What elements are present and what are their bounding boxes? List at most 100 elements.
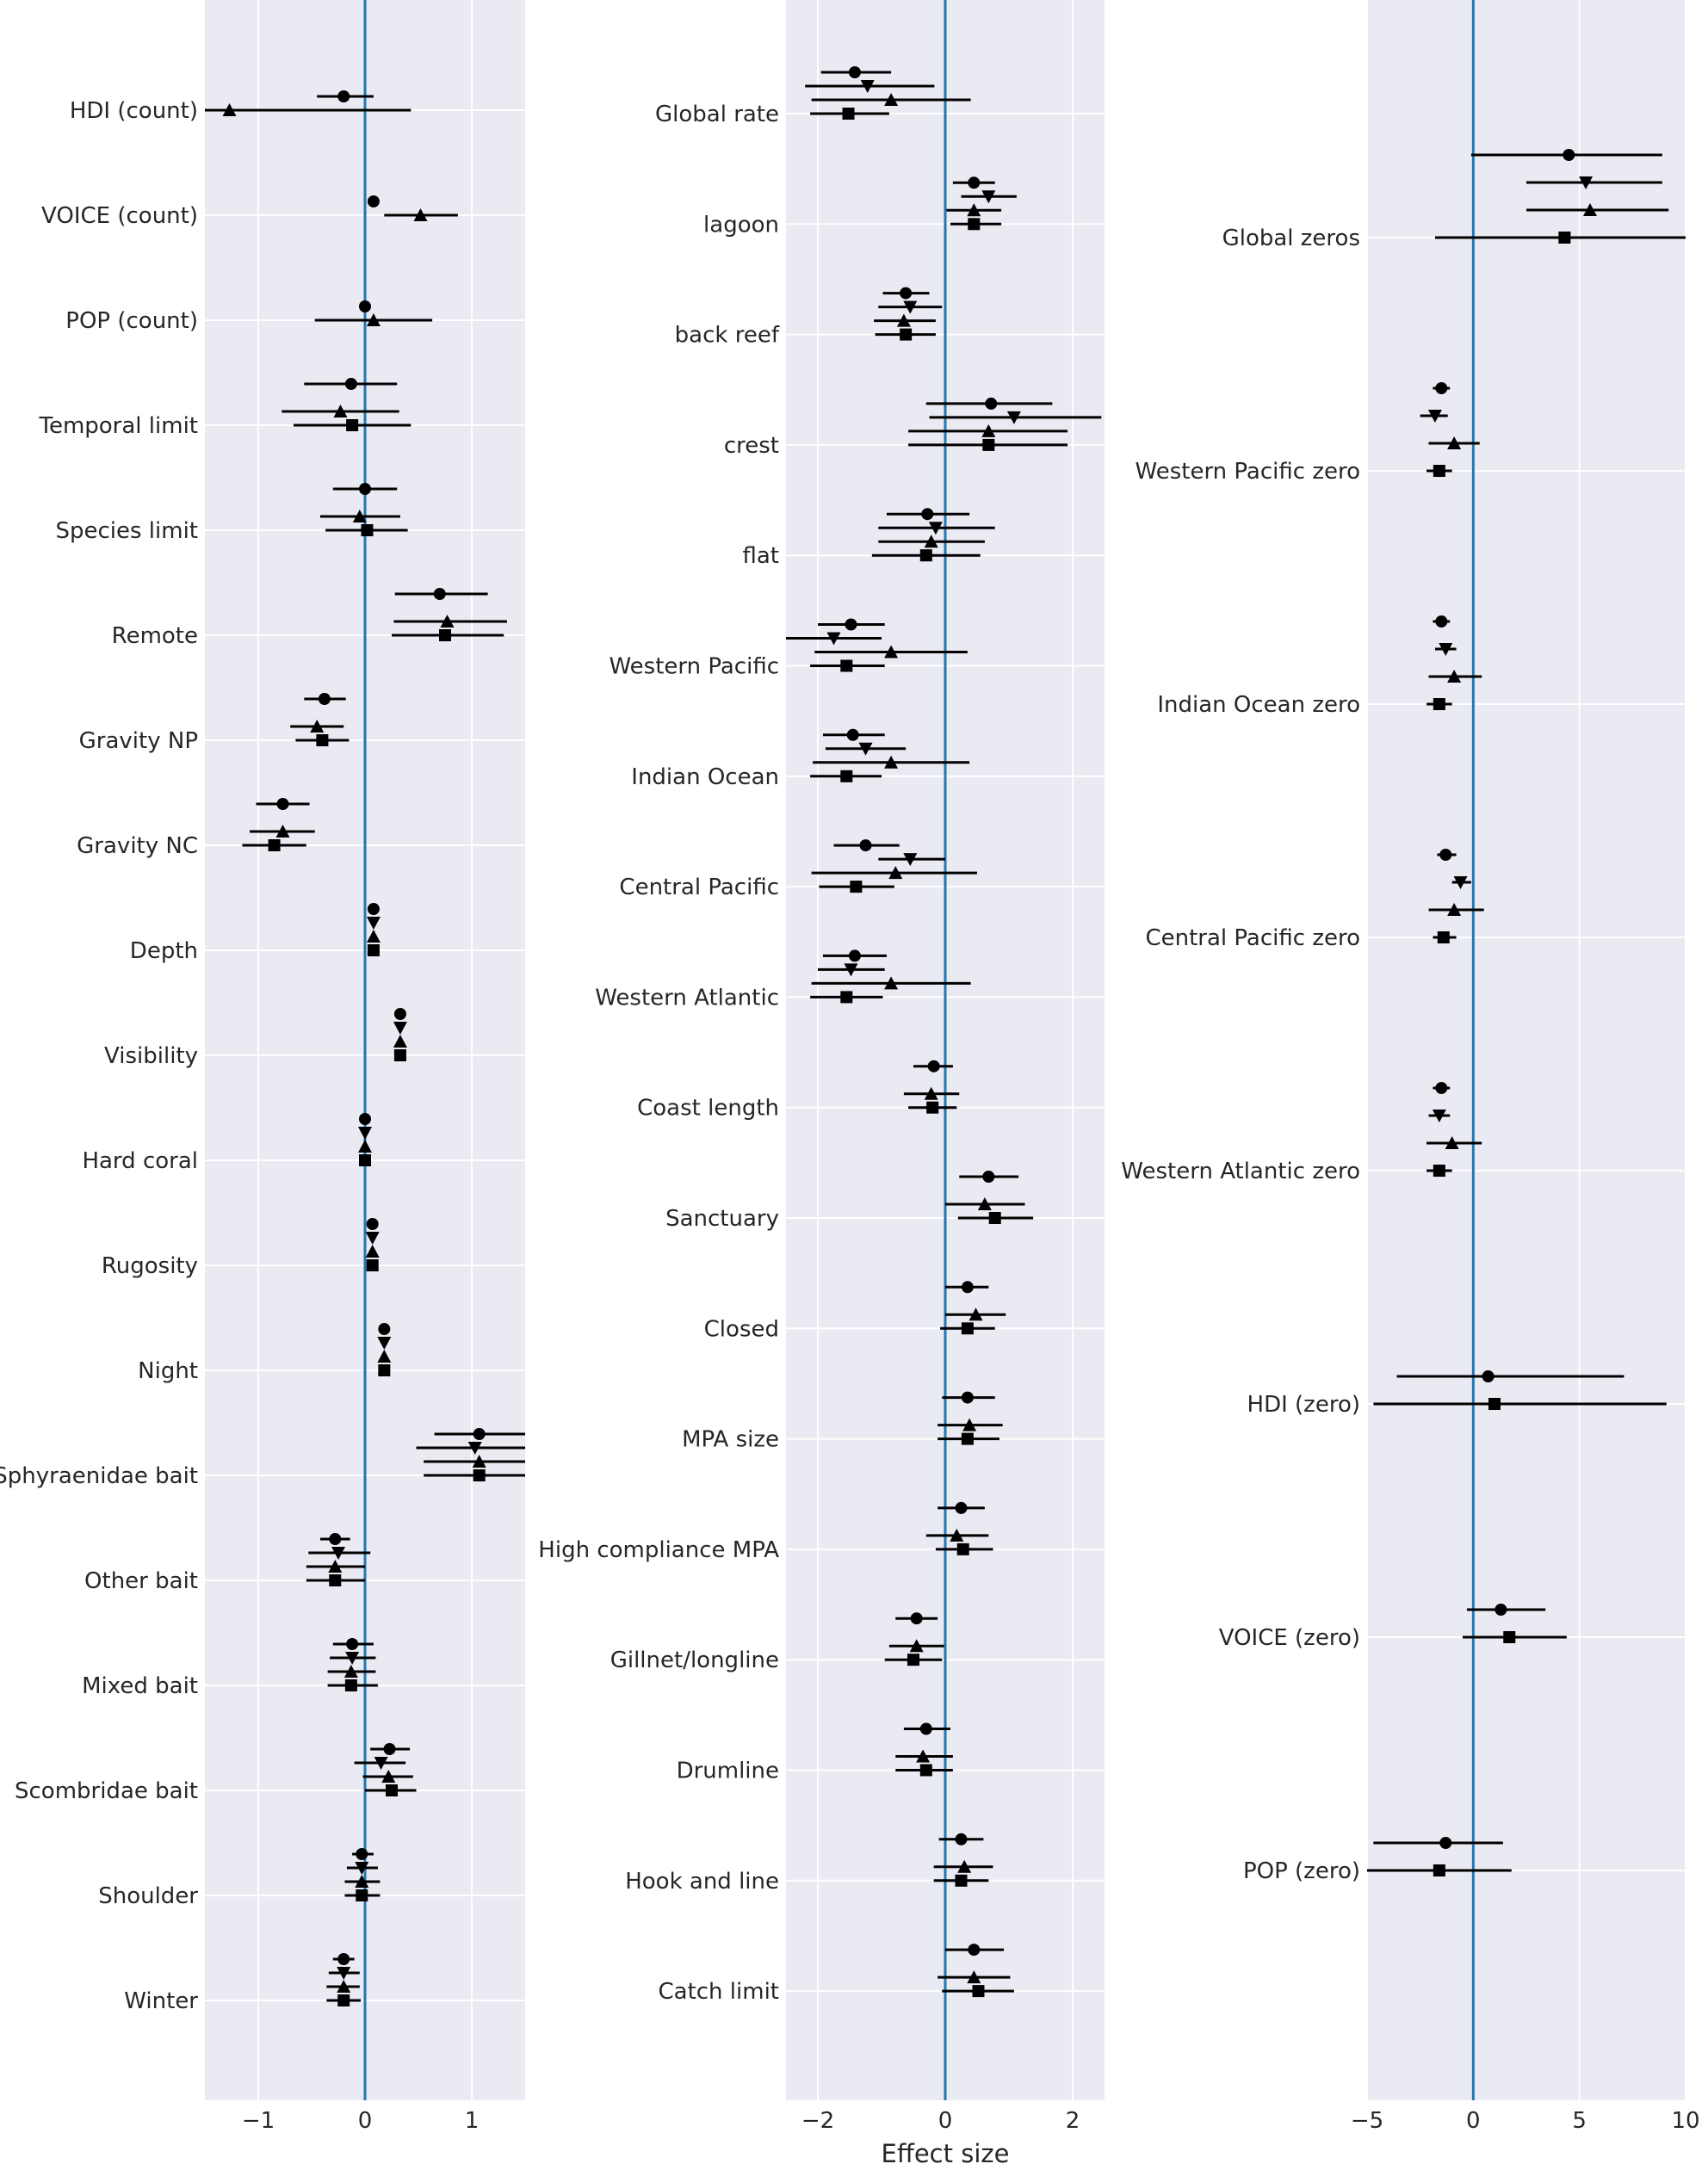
estimate-circle bbox=[370, 1743, 411, 1755]
triangle-up-marker bbox=[924, 1086, 938, 1100]
estimate-square bbox=[938, 1432, 999, 1445]
estimate-square bbox=[392, 629, 504, 641]
square-marker bbox=[346, 419, 359, 431]
estimate-circle bbox=[332, 1638, 374, 1650]
estimate-triangle-up bbox=[946, 203, 1002, 217]
triangle-down-marker bbox=[374, 1757, 388, 1770]
estimate-circle bbox=[394, 588, 488, 600]
estimate-triangle-up bbox=[938, 1970, 1011, 1984]
x-tick-label: −5 bbox=[1351, 2108, 1383, 2134]
category-label: flat bbox=[742, 543, 779, 569]
estimate-square bbox=[359, 1154, 371, 1166]
circle-marker bbox=[985, 397, 998, 410]
x-tick-label: 0 bbox=[1466, 2108, 1481, 2134]
circle-marker bbox=[846, 728, 859, 741]
triangle-down-marker bbox=[365, 1232, 380, 1245]
estimate-square bbox=[884, 1654, 943, 1666]
square-marker bbox=[359, 1154, 371, 1166]
square-marker bbox=[900, 328, 913, 341]
estimate-triangle-down bbox=[1434, 643, 1457, 656]
square-marker bbox=[840, 659, 853, 672]
triangle-down-marker bbox=[337, 1967, 351, 1980]
category-labels-middle: Global rate lagoon back reef crest flat Weste… bbox=[538, 102, 780, 2005]
triangle-down-marker bbox=[858, 742, 873, 756]
circle-marker bbox=[859, 839, 872, 852]
category-label: Indian Ocean bbox=[631, 764, 779, 790]
category-label: Visibility bbox=[104, 1043, 198, 1069]
triangle-up-marker bbox=[365, 1245, 380, 1258]
square-marker bbox=[926, 1101, 939, 1114]
estimate-square bbox=[810, 659, 885, 672]
estimate-circle bbox=[332, 483, 398, 495]
triangle-down-marker bbox=[1453, 876, 1468, 889]
estimate-triangle-up bbox=[290, 720, 344, 733]
estimate-triangle-down bbox=[878, 853, 945, 867]
estimate-square bbox=[933, 1874, 989, 1887]
estimate-circle bbox=[833, 839, 900, 852]
square-marker bbox=[842, 108, 855, 120]
estimate-square bbox=[344, 1889, 381, 1901]
estimate-square bbox=[242, 839, 306, 851]
triangle-down-marker bbox=[345, 1652, 360, 1665]
category-label: Winter bbox=[124, 1988, 198, 2014]
plot-area-right bbox=[1367, 0, 1686, 2100]
square-marker bbox=[1488, 1398, 1501, 1410]
estimate-square bbox=[810, 108, 889, 120]
triangle-down-marker bbox=[355, 1862, 369, 1875]
circle-marker bbox=[1435, 382, 1448, 394]
estimate-square bbox=[942, 1985, 1014, 1998]
estimate-circle bbox=[942, 1391, 995, 1404]
circle-marker bbox=[276, 798, 289, 810]
estimate-triangle-up bbox=[1426, 1136, 1482, 1149]
triangle-up-marker bbox=[884, 645, 899, 658]
estimate-circle bbox=[820, 66, 892, 78]
estimate-triangle-down bbox=[818, 963, 885, 977]
estimate-triangle-down bbox=[308, 1547, 371, 1560]
square-marker bbox=[439, 629, 451, 641]
estimate-triangle-up bbox=[205, 103, 412, 116]
triangle-up-marker bbox=[366, 930, 381, 943]
triangle-up-marker bbox=[977, 1197, 992, 1210]
estimate-triangle-up bbox=[925, 1528, 989, 1542]
x-tick-label: 0 bbox=[358, 2108, 373, 2134]
estimate-triangle-up bbox=[903, 1086, 960, 1100]
estimate-circle bbox=[304, 693, 346, 705]
estimate-circle bbox=[378, 1323, 391, 1335]
category-label: Closed bbox=[704, 1316, 779, 1342]
square-marker bbox=[1433, 1864, 1445, 1876]
triangle-up-marker bbox=[888, 866, 903, 880]
triangle-up-marker bbox=[337, 1980, 351, 1993]
triangle-down-marker bbox=[366, 917, 381, 930]
triangle-down-marker bbox=[903, 853, 918, 867]
circle-marker bbox=[982, 1171, 995, 1183]
triangle-up-marker bbox=[440, 615, 455, 628]
square-marker bbox=[956, 1542, 969, 1555]
triangle-up-marker bbox=[1445, 1136, 1459, 1149]
estimate-triangle-up bbox=[366, 930, 381, 943]
estimate-square bbox=[1426, 698, 1452, 710]
estimate-circle bbox=[882, 287, 930, 300]
estimate-square bbox=[908, 438, 1068, 451]
square-marker bbox=[366, 1259, 379, 1271]
square-marker bbox=[268, 839, 281, 851]
category-label: Gravity NP bbox=[79, 728, 198, 754]
estimate-square bbox=[935, 1542, 993, 1555]
estimate-square bbox=[367, 944, 380, 956]
circle-marker bbox=[359, 1113, 371, 1125]
circle-marker bbox=[366, 1218, 379, 1230]
triangle-up-marker bbox=[343, 1665, 358, 1678]
estimate-triangle-up bbox=[945, 1308, 1006, 1321]
category-label: Western Atlantic bbox=[595, 985, 779, 1011]
square-marker bbox=[329, 1574, 342, 1586]
estimate-triangle-down bbox=[328, 1967, 360, 1980]
estimate-circle bbox=[1466, 1604, 1546, 1616]
circle-marker bbox=[473, 1428, 486, 1440]
triangle-down-marker bbox=[928, 522, 943, 535]
triangle-down-marker bbox=[1006, 411, 1021, 424]
triangle-down-marker bbox=[1432, 1110, 1446, 1122]
triangle-up-marker bbox=[909, 1639, 924, 1653]
square-marker bbox=[919, 1764, 932, 1777]
category-label: Temporal limit bbox=[38, 413, 198, 439]
estimate-circle bbox=[938, 1501, 985, 1514]
triangle-up-marker bbox=[967, 1970, 981, 1984]
